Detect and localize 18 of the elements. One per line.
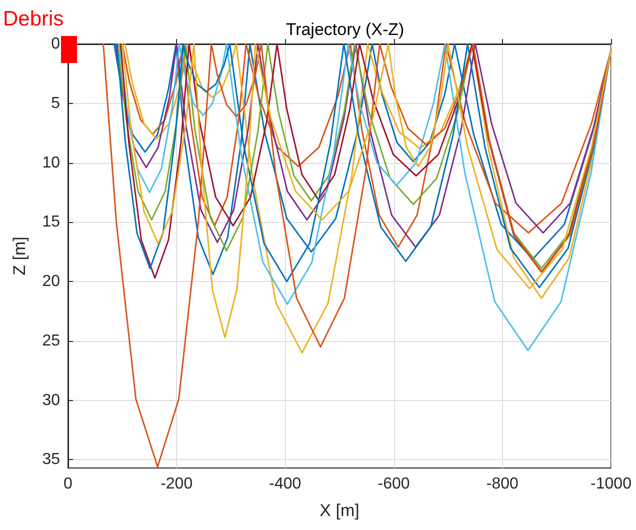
x-tick-label: -600 (378, 476, 410, 492)
chart-title: Trajectory (X-Z) (286, 20, 404, 39)
y-tick-label: 35 (42, 451, 60, 468)
y-tick-label: 0 (51, 36, 60, 52)
x-tick-label: -400 (269, 476, 302, 492)
x-axis-title: X [m] (320, 501, 360, 520)
x-tick-label: -800 (486, 476, 519, 492)
y-tick-label: 10 (42, 154, 60, 172)
text: Debris (3, 8, 64, 30)
x-tick-label: -1000 (590, 476, 632, 492)
y-tick-label: 20 (42, 273, 60, 290)
y-tick-label: 15 (42, 214, 60, 231)
x-tick-label: 0 (64, 476, 73, 492)
y-tick-label: 25 (42, 332, 60, 350)
x-tick-label: -200 (160, 476, 193, 492)
y-axis-title: Z [m] (10, 236, 29, 276)
y-tick-label: 5 (51, 94, 60, 112)
y-tick-label: 30 (42, 392, 60, 409)
